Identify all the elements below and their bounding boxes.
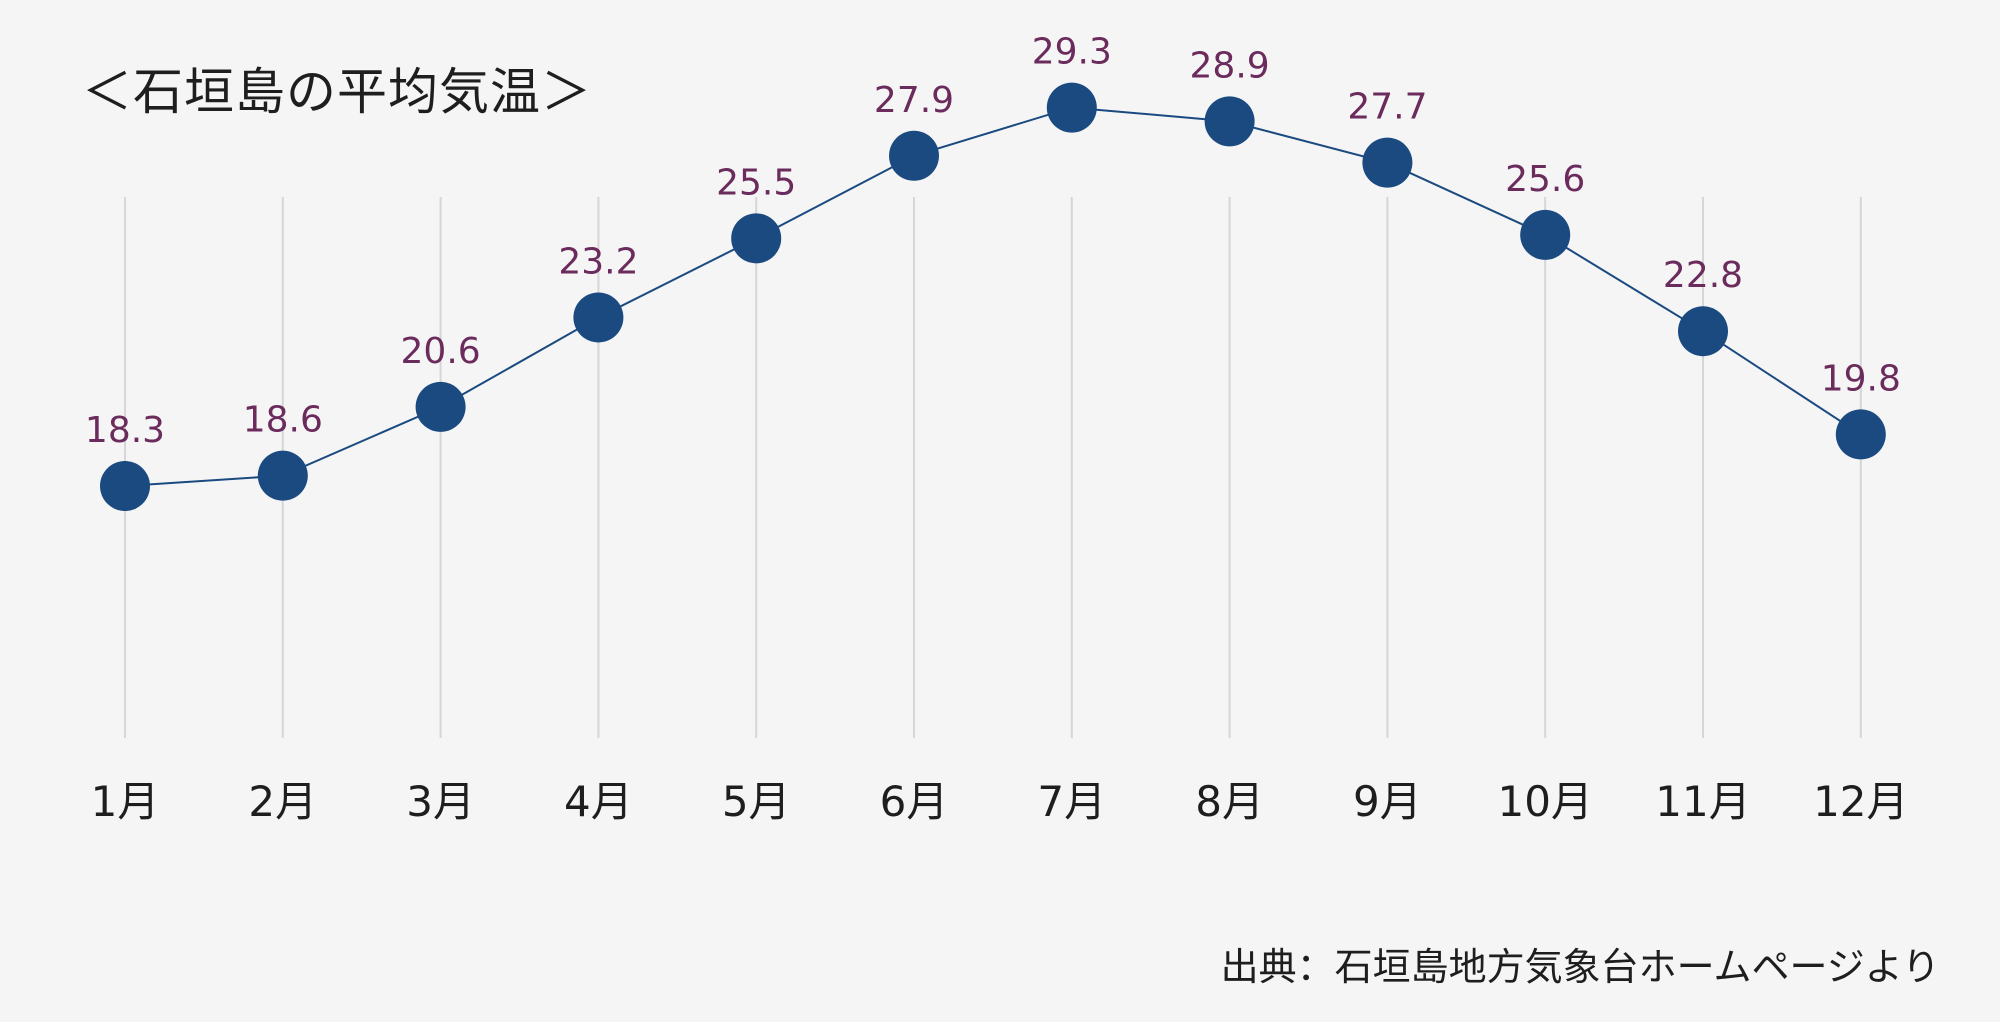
data-point [1835,409,1886,460]
data-points [100,82,1886,511]
x-tick-label: 1月 [91,777,160,826]
data-label: 28.9 [1190,45,1270,86]
x-tick-label: 9月 [1353,777,1422,826]
series-line-layer [124,106,1862,487]
series-line [124,106,1862,487]
data-label: 18.6 [243,400,323,441]
data-point [1520,209,1571,260]
data-label: 27.9 [874,80,954,121]
data-point [257,450,308,501]
data-label: 23.2 [558,241,638,282]
data-point [1678,306,1728,357]
data-label: 20.6 [401,331,481,372]
data-label: 25.6 [1505,159,1585,200]
data-label: 19.8 [1821,358,1901,399]
data-label: 18.3 [85,410,165,451]
data-label: 29.3 [1032,32,1112,73]
data-point [415,381,466,432]
source-note: 出典：石垣島地方気象台ホームページより [1220,945,1940,989]
x-tick-label: 8月 [1195,777,1264,826]
data-label: 27.7 [1347,87,1427,128]
x-tick-label: 11月 [1655,777,1750,826]
data-point [1362,137,1413,188]
data-labels: 18.3 18.6 20.6 23.2 25.5 27.9 29.3 28.9 27.7 25.6… [85,32,1901,451]
data-point [1204,96,1255,147]
x-axis-tick-labels: 1月 2月 3月 4月 5月 6月 7月 8月 9月 10月 11月 12月 [91,777,1909,826]
data-point [573,292,624,343]
x-tick-label: 2月 [248,777,317,826]
grid-lines [124,197,1862,738]
data-label: 25.5 [716,162,796,203]
data-point [100,461,150,511]
x-tick-label: 4月 [564,777,633,826]
x-tick-label: 3月 [406,777,475,826]
x-tick-label: 12月 [1813,777,1908,826]
data-label: 22.8 [1663,255,1743,296]
chart-title: ＜石垣島の平均気温＞ [82,63,592,121]
data-point [1046,82,1097,133]
x-tick-label: 7月 [1037,777,1106,826]
x-tick-label: 10月 [1497,777,1592,826]
data-point [731,213,782,264]
x-tick-label: 6月 [880,777,949,826]
x-tick-label: 5月 [722,777,791,826]
data-point [889,130,939,181]
